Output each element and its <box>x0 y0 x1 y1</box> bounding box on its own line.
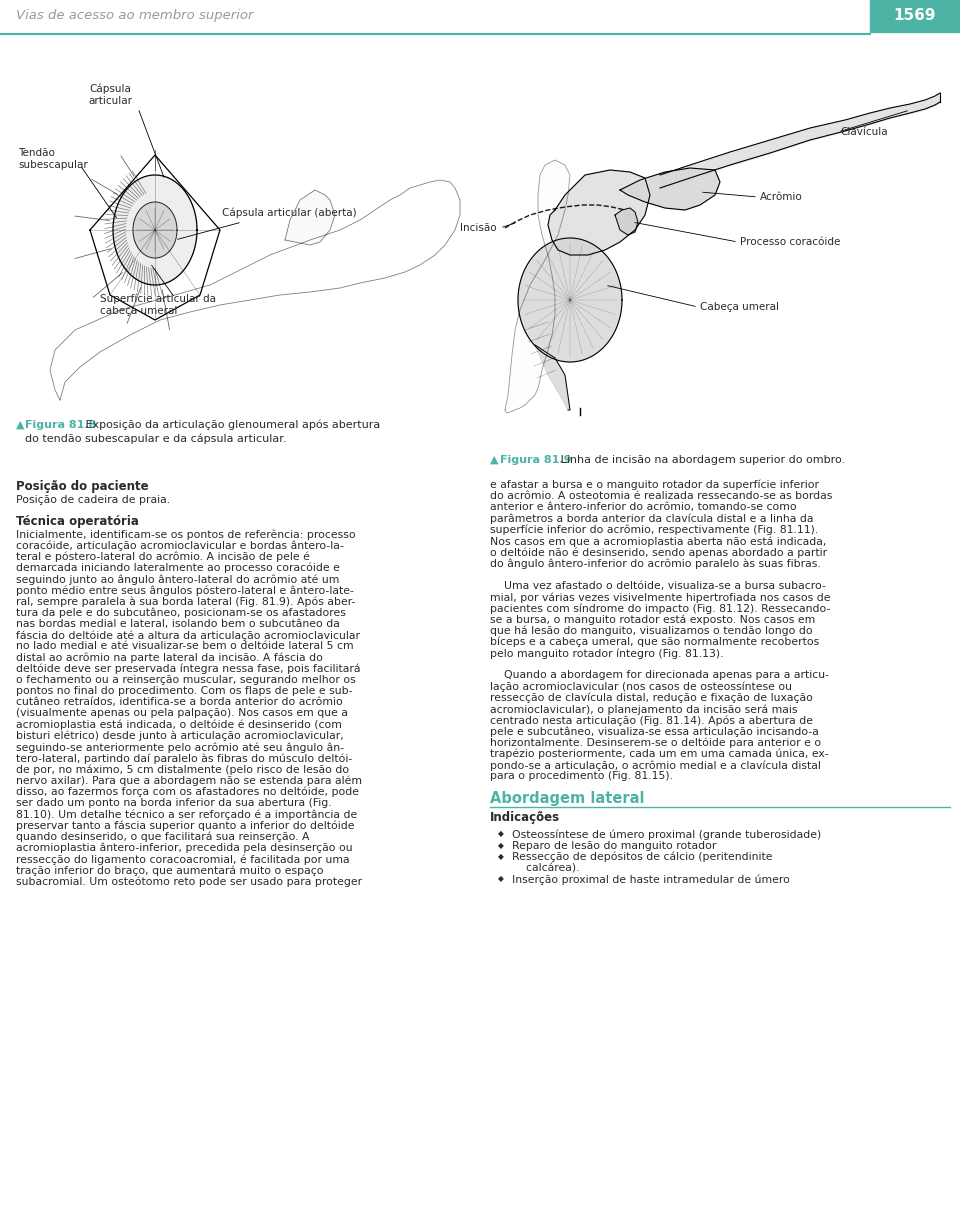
Text: acromioplastia está indicada, o deltóide é desinserido (com: acromioplastia está indicada, o deltóide… <box>16 720 342 730</box>
Text: ressecção do ligamento coracoacromial, é facilitada por uma: ressecção do ligamento coracoacromial, é… <box>16 854 349 865</box>
Text: para o procedimento (Fig. 81.15).: para o procedimento (Fig. 81.15). <box>490 772 673 782</box>
Text: cutâneo retraídos, identifica-se a borda anterior do acrômio: cutâneo retraídos, identifica-se a borda… <box>16 697 343 707</box>
Text: Figura 81.9: Figura 81.9 <box>500 455 571 465</box>
Text: coracóide, articulação acromioclavicular e bordas ântero-la-: coracóide, articulação acromioclavicular… <box>16 540 344 551</box>
Text: do ângulo ântero-inferior do acrômio paralelo às suas fibras.: do ângulo ântero-inferior do acrômio par… <box>490 558 821 569</box>
Text: nervo axilar). Para que a abordagem não se estenda para além: nervo axilar). Para que a abordagem não … <box>16 775 362 787</box>
Text: Processo coracóide: Processo coracóide <box>740 237 840 247</box>
Text: nas bordas medial e lateral, isolando bem o subcutâneo da: nas bordas medial e lateral, isolando be… <box>16 618 340 629</box>
Text: bisturi elétrico) desde junto à articulação acromioclavicular,: bisturi elétrico) desde junto à articula… <box>16 731 344 741</box>
Text: horizontalmente. Desinserem-se o deltóide para anterior e o: horizontalmente. Desinserem-se o deltóid… <box>490 737 821 748</box>
Text: no lado medial e até visualizar-se bem o deltóide lateral 5 cm: no lado medial e até visualizar-se bem o… <box>16 642 353 652</box>
Polygon shape <box>113 175 197 285</box>
Text: Quando a abordagem for direcionada apenas para a articu-: Quando a abordagem for direcionada apena… <box>490 670 829 681</box>
Polygon shape <box>548 171 650 255</box>
Text: pele e subcutâneo, visualiza-se essa articulação incisando-a: pele e subcutâneo, visualiza-se essa art… <box>490 726 819 737</box>
Text: o deltóide não é desinserido, sendo apenas abordado a partir: o deltóide não é desinserido, sendo apen… <box>490 547 828 558</box>
Text: Abordagem lateral: Abordagem lateral <box>490 791 644 806</box>
Text: ◆: ◆ <box>498 840 504 849</box>
Polygon shape <box>133 202 177 258</box>
Text: ponto médio entre seus ângulos póstero-lateral e ântero-late-: ponto médio entre seus ângulos póstero-l… <box>16 585 354 596</box>
Text: Incisão: Incisão <box>461 223 497 233</box>
Text: lação acromioclavicular (nos casos de osteossíntese ou: lação acromioclavicular (nos casos de os… <box>490 682 792 692</box>
Text: acromioplastia ântero-inferior, precedida pela desinserção ou: acromioplastia ântero-inferior, precedid… <box>16 843 352 854</box>
Text: Tendão
subescapular: Tendão subescapular <box>18 148 87 171</box>
Text: Exposição da articulação glenoumeral após abertura: Exposição da articulação glenoumeral apó… <box>82 420 380 431</box>
Text: ▲: ▲ <box>16 420 29 429</box>
Text: do tendão subescapular e da cápsula articular.: do tendão subescapular e da cápsula arti… <box>25 433 286 443</box>
Text: teral e póstero-lateral do acrômio. A incisão de pele é: teral e póstero-lateral do acrômio. A in… <box>16 552 310 562</box>
Text: seguindo junto ao ângulo ântero-lateral do acrômio até um: seguindo junto ao ângulo ântero-lateral … <box>16 574 340 584</box>
Text: tura da pele e do subcutâneo, posicionam-se os afastadores: tura da pele e do subcutâneo, posicionam… <box>16 607 346 618</box>
Text: Cápsula
articular: Cápsula articular <box>88 83 132 106</box>
Text: de por, no máximo, 5 cm distalmente (pelo risco de lesão do: de por, no máximo, 5 cm distalmente (pel… <box>16 764 349 775</box>
Polygon shape <box>518 238 622 362</box>
Text: disso, ao fazermos força com os afastadores no deltóide, pode: disso, ao fazermos força com os afastado… <box>16 787 359 798</box>
Text: e afastar a bursa e o manguito rotador da superfície inferior: e afastar a bursa e o manguito rotador d… <box>490 480 819 491</box>
Text: ser dado um ponto na borda inferior da sua abertura (Fig.: ser dado um ponto na borda inferior da s… <box>16 798 331 809</box>
Text: centrado nesta articulação (Fig. 81.14). Após a abertura de: centrado nesta articulação (Fig. 81.14).… <box>490 715 813 725</box>
Text: Linha de incisão na abordagem superior do ombro.: Linha de incisão na abordagem superior d… <box>557 455 845 465</box>
Text: Posição do paciente: Posição do paciente <box>16 480 149 493</box>
Polygon shape <box>615 209 638 236</box>
Text: mial, por várias vezes visivelmente hipertrofiada nos casos de: mial, por várias vezes visivelmente hipe… <box>490 591 830 602</box>
Bar <box>870 0 960 32</box>
Text: Cabeça umeral: Cabeça umeral <box>700 302 779 312</box>
Text: superfície inferior do acrômio, respectivamente (Fig. 81.11).: superfície inferior do acrômio, respecti… <box>490 525 818 535</box>
Text: subacromial. Um osteótomo reto pode ser usado para proteger: subacromial. Um osteótomo reto pode ser … <box>16 876 362 887</box>
Text: 1569: 1569 <box>894 9 936 23</box>
Text: Acrômio: Acrômio <box>760 191 803 202</box>
Text: seguindo-se anteriormente pelo acrômio até seu ângulo ân-: seguindo-se anteriormente pelo acrômio a… <box>16 742 344 752</box>
Text: ◆: ◆ <box>498 829 504 838</box>
Text: Posição de cadeira de praia.: Posição de cadeira de praia. <box>16 494 170 504</box>
Text: pacientes com síndrome do impacto (Fig. 81.12). Ressecando-: pacientes com síndrome do impacto (Fig. … <box>490 604 830 614</box>
Text: preservar tanto a fáscia superior quanto a inferior do deltóide: preservar tanto a fáscia superior quanto… <box>16 821 354 831</box>
Polygon shape <box>535 345 570 410</box>
Text: pondo-se a articulação, o acrômio medial e a clavícula distal: pondo-se a articulação, o acrômio medial… <box>490 760 821 771</box>
Text: ral, sempre paralela à sua borda lateral (Fig. 81.9). Após aber-: ral, sempre paralela à sua borda lateral… <box>16 596 355 607</box>
Text: Superfície articular da
cabeça umeral: Superfície articular da cabeça umeral <box>100 293 216 315</box>
Text: Clavícula: Clavícula <box>840 128 888 137</box>
Polygon shape <box>285 190 335 245</box>
Text: 81.10). Um detalhe técnico a ser reforçado é a importância de: 81.10). Um detalhe técnico a ser reforça… <box>16 810 357 820</box>
Text: Indicações: Indicações <box>490 811 560 825</box>
Text: Nos casos em que a acromioplastia aberta não está indicada,: Nos casos em que a acromioplastia aberta… <box>490 536 827 546</box>
Text: ◆: ◆ <box>498 875 504 883</box>
Text: se a bursa, o manguito rotador está exposto. Nos casos em: se a bursa, o manguito rotador está expo… <box>490 615 815 625</box>
Text: Cápsula articular (aberta): Cápsula articular (aberta) <box>222 207 356 218</box>
Text: distal ao acrômio na parte lateral da incisão. A fáscia do: distal ao acrômio na parte lateral da in… <box>16 653 323 663</box>
Text: ◆: ◆ <box>498 852 504 861</box>
Text: Ressecção de depósitos de cálcio (peritendinite: Ressecção de depósitos de cálcio (perite… <box>512 852 773 863</box>
Text: tero-lateral, partindo daí paralelo às fibras do músculo deltói-: tero-lateral, partindo daí paralelo às f… <box>16 753 352 763</box>
Text: calcárea).: calcárea). <box>512 863 580 874</box>
Text: Figura 81.8: Figura 81.8 <box>25 420 96 429</box>
Text: ▲: ▲ <box>490 455 502 465</box>
Text: bíceps e a cabeça umeral, que são normalmente recobertos: bíceps e a cabeça umeral, que são normal… <box>490 637 819 648</box>
Text: Vias de acesso ao membro superior: Vias de acesso ao membro superior <box>16 10 253 22</box>
Text: demarcada iniciando lateralmente ao processo coracóide e: demarcada iniciando lateralmente ao proc… <box>16 563 340 573</box>
Text: pelo manguito rotador íntegro (Fig. 81.13).: pelo manguito rotador íntegro (Fig. 81.1… <box>490 648 724 659</box>
Text: anterior e ântero-inferior do acrômio, tomando-se como: anterior e ântero-inferior do acrômio, t… <box>490 502 797 513</box>
Text: parâmetros a borda anterior da clavícula distal e a linha da: parâmetros a borda anterior da clavícula… <box>490 514 813 524</box>
Text: pontos no final do procedimento. Com os flaps de pele e sub-: pontos no final do procedimento. Com os … <box>16 686 352 696</box>
Text: quando desinserido, o que facilitará sua reinserção. A: quando desinserido, o que facilitará sua… <box>16 832 309 842</box>
Text: Inserção proximal de haste intramedular de úmero: Inserção proximal de haste intramedular … <box>512 875 790 885</box>
Text: Osteossíntese de úmero proximal (grande tuberosidade): Osteossíntese de úmero proximal (grande … <box>512 829 821 840</box>
Text: Técnica operatória: Técnica operatória <box>16 514 139 528</box>
Polygon shape <box>620 168 720 210</box>
Text: do acrômio. A osteotomia é realizada ressecando-se as bordas: do acrômio. A osteotomia é realizada res… <box>490 491 832 501</box>
Text: deltóide deve ser preservada íntegra nessa fase, pois facilitará: deltóide deve ser preservada íntegra nes… <box>16 664 361 674</box>
Text: Uma vez afastado o deltóide, visualiza-se a bursa subacro-: Uma vez afastado o deltóide, visualiza-s… <box>490 580 826 590</box>
Polygon shape <box>505 160 570 413</box>
Text: acromioclavicular), o planejamento da incisão será mais: acromioclavicular), o planejamento da in… <box>490 704 798 714</box>
Text: tração inferior do braço, que aumentará muito o espaço: tração inferior do braço, que aumentará … <box>16 865 324 876</box>
Text: ressecção de clavícula distal, redução e fixação de luxação: ressecção de clavícula distal, redução e… <box>490 693 813 703</box>
Text: Reparo de lesão do manguito rotador: Reparo de lesão do manguito rotador <box>512 840 716 850</box>
Text: o fechamento ou a reinserção muscular, segurando melhor os: o fechamento ou a reinserção muscular, s… <box>16 675 356 685</box>
Text: que há lesão do manguito, visualizamos o tendão longo do: que há lesão do manguito, visualizamos o… <box>490 626 812 636</box>
Text: Inicialmente, identificam-se os pontos de referência: processo: Inicialmente, identificam-se os pontos d… <box>16 529 355 540</box>
Text: fáscia do deltóide até a altura da articulação acromioclavicular: fáscia do deltóide até a altura da artic… <box>16 631 360 640</box>
Text: (visualmente apenas ou pela palpação). Nos casos em que a: (visualmente apenas ou pela palpação). N… <box>16 708 348 719</box>
Text: trapézio posteriormente, cada um em uma camada única, ex-: trapézio posteriormente, cada um em uma … <box>490 748 828 760</box>
